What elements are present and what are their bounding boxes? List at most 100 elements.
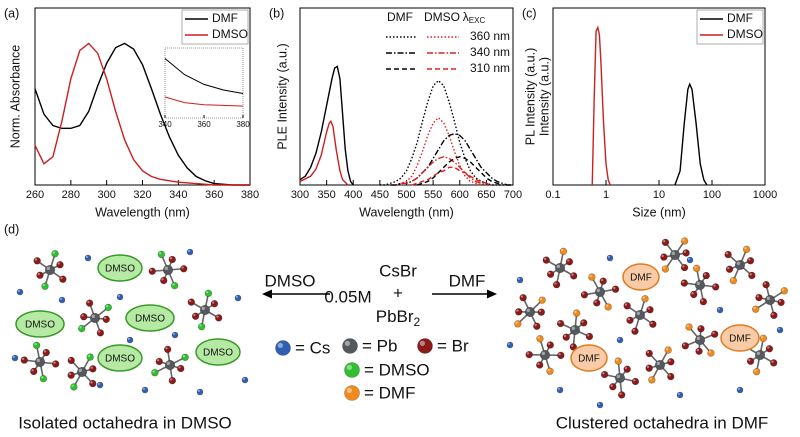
br-atom-shine bbox=[771, 360, 774, 363]
key-atom-shine bbox=[344, 340, 350, 346]
ligand-atom-shine bbox=[589, 274, 592, 278]
br-atom-shine bbox=[543, 257, 547, 261]
br-atom bbox=[600, 370, 609, 379]
pb-atom bbox=[754, 349, 766, 361]
reaction-concentration: 0.05M bbox=[324, 287, 371, 306]
br-atom-shine bbox=[534, 323, 537, 327]
cs-atom-shine bbox=[97, 382, 100, 386]
br-atom bbox=[777, 298, 785, 307]
ligand-atom-shine bbox=[205, 290, 209, 294]
cs-atom-shine bbox=[777, 327, 780, 331]
cs-atom-shine bbox=[597, 402, 600, 406]
br-atom-shine bbox=[663, 240, 666, 243]
ligand-atom bbox=[742, 245, 751, 254]
br-atom-shine bbox=[767, 346, 770, 349]
solvent-shell bbox=[622, 263, 660, 291]
br-atom-shine bbox=[188, 299, 192, 303]
br-atom bbox=[631, 327, 639, 335]
br-atom-shine bbox=[668, 359, 671, 362]
br-atom-shine bbox=[727, 266, 730, 270]
solvent-shell bbox=[195, 338, 241, 366]
key-atom bbox=[275, 340, 291, 356]
legend-label: DMSO bbox=[727, 27, 763, 41]
br-atom bbox=[585, 332, 594, 341]
ligand-atom-shine bbox=[42, 283, 45, 287]
br-atom bbox=[20, 356, 29, 364]
ligand-atom-shine bbox=[560, 248, 564, 252]
br-atom bbox=[546, 270, 555, 278]
ligand-atom-shine bbox=[649, 377, 652, 380]
x-tick-label: 1 bbox=[603, 189, 609, 201]
ligand-atom-shine bbox=[753, 306, 756, 310]
data-line bbox=[411, 166, 492, 186]
key-label: = Pb bbox=[362, 336, 397, 355]
pb-atom-shine bbox=[766, 296, 770, 300]
br-atom-shine bbox=[691, 292, 694, 295]
br-atom-shine bbox=[98, 330, 101, 333]
br-atom-shine bbox=[53, 361, 56, 364]
data-line bbox=[164, 58, 244, 94]
br-atom bbox=[30, 367, 38, 376]
br-atom bbox=[191, 312, 200, 320]
br-atom-shine bbox=[696, 348, 700, 352]
br-atom bbox=[89, 365, 97, 373]
br-atom bbox=[96, 329, 105, 337]
reaction-solvent: DMSO bbox=[265, 271, 316, 290]
cs-atom bbox=[84, 254, 92, 262]
br-atom-shine bbox=[602, 372, 605, 375]
data-line bbox=[34, 42, 250, 186]
br-atom bbox=[710, 330, 719, 338]
br-atom bbox=[580, 291, 589, 299]
data-line bbox=[591, 25, 611, 186]
data-line bbox=[34, 42, 250, 186]
ligand-atom bbox=[157, 250, 166, 259]
ligand-atom-shine bbox=[760, 335, 764, 339]
br-atom bbox=[580, 319, 588, 327]
reactant: PbBr2 bbox=[376, 307, 421, 329]
key-label: = Br bbox=[437, 336, 469, 355]
br-atom-shine bbox=[68, 372, 72, 376]
br-atom bbox=[690, 290, 698, 299]
pb-atom bbox=[694, 279, 706, 291]
key-label: = DMF bbox=[364, 383, 415, 402]
x-tick-label: 10 bbox=[653, 189, 665, 201]
br-atom-shine bbox=[581, 320, 584, 323]
x-tick-label: 400 bbox=[344, 189, 362, 201]
br-atom-shine bbox=[216, 315, 219, 318]
br-atom bbox=[552, 280, 561, 289]
pb-atom bbox=[44, 264, 56, 276]
reactant-text: PbBr bbox=[376, 307, 414, 326]
data-line bbox=[164, 96, 244, 107]
key-atom-shine bbox=[419, 340, 425, 346]
data-line bbox=[379, 79, 513, 186]
br-atom-shine bbox=[650, 321, 653, 325]
x-axis-label: Wavelength (nm) bbox=[95, 205, 190, 219]
br-atom-shine bbox=[613, 286, 616, 290]
x-tick-label: 340 bbox=[158, 120, 172, 129]
ligand-atom-shine bbox=[665, 347, 669, 351]
br-atom-shine bbox=[594, 300, 597, 303]
br-atom-shine bbox=[526, 352, 530, 355]
pb-atom bbox=[199, 304, 211, 316]
solvent-shell bbox=[570, 344, 608, 372]
br-atom bbox=[762, 280, 770, 289]
br-atom bbox=[519, 294, 527, 302]
cs-atom-shine bbox=[85, 255, 88, 258]
pb-atom-shine bbox=[571, 326, 575, 330]
cs-atom-shine bbox=[235, 295, 238, 299]
data-line bbox=[416, 155, 503, 186]
br-atom bbox=[557, 351, 565, 360]
ligand-atom bbox=[641, 295, 649, 303]
br-atom-shine bbox=[700, 299, 704, 302]
x-tick-label: 380 bbox=[236, 120, 250, 129]
ligand-atom-shine bbox=[605, 304, 609, 307]
br-atom-shine bbox=[558, 352, 561, 356]
ligand-atom-shine bbox=[574, 310, 577, 314]
br-atom-shine bbox=[632, 328, 635, 332]
br-atom bbox=[645, 349, 653, 358]
cs-atom bbox=[16, 288, 24, 296]
solvent-label: DMF bbox=[578, 354, 600, 365]
solvent-shell bbox=[97, 254, 143, 282]
br-atom-shine bbox=[169, 257, 173, 260]
